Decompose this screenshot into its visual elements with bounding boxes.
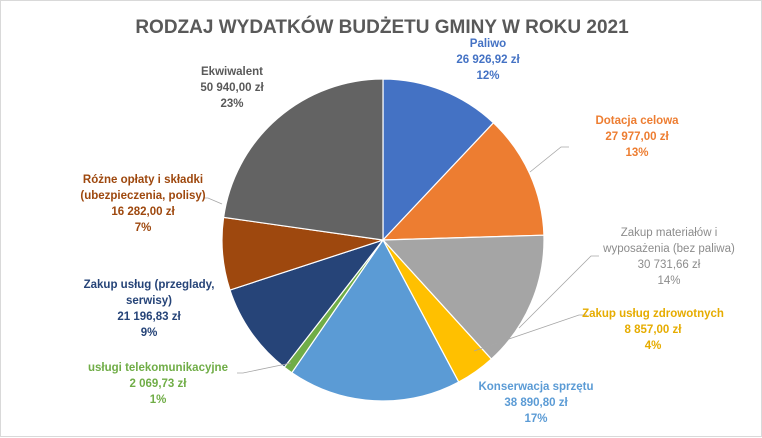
data-label-2-line-1: wyposażenia (bez paliwa) bbox=[602, 243, 735, 255]
data-label-0: Paliwo 26 926,92 zł 12% bbox=[456, 38, 520, 82]
leader-line-2 bbox=[518, 255, 599, 329]
data-label-5: usługi telekomunikacyjne 2 069,73 zł 1% bbox=[88, 362, 228, 406]
data-label-2-line-2: 30 731,66 zł bbox=[638, 259, 701, 271]
data-label-8-line-2: 23% bbox=[220, 98, 243, 110]
data-label-7-line-2: 16 282,00 zł bbox=[111, 206, 175, 218]
data-label-0-line-1: 26 926,92 zł bbox=[456, 54, 520, 66]
data-label-6: Zakup usług (przeglady, serwisy) 21 196,83… bbox=[84, 279, 215, 339]
data-label-7-line-3: 7% bbox=[135, 222, 152, 234]
data-label-5-line-1: 2 069,73 zł bbox=[130, 378, 188, 390]
chart-title: RODZAJ WYDATKÓW BUDŻETU GMINY W ROKU 202… bbox=[135, 16, 629, 38]
data-label-8: Ekwiwalent 50 940,00 zł 23% bbox=[200, 66, 264, 110]
data-labels: Paliwo 26 926,92 zł 12% Dotacja celowa 27 97… bbox=[80, 38, 735, 425]
pie-slice-1 bbox=[381, 121, 545, 241]
pie-slice-4 bbox=[290, 238, 460, 402]
data-label-1-line-0: Dotacja celowa bbox=[595, 115, 679, 127]
data-label-6-line-2: 21 196,83 zł bbox=[117, 311, 181, 323]
data-label-1-line-2: 13% bbox=[625, 147, 648, 159]
data-label-0-line-0: Paliwo bbox=[470, 38, 506, 50]
data-label-8-line-0: Ekwiwalent bbox=[201, 66, 263, 78]
data-label-1: Dotacja celowa 27 977,00 zł 13% bbox=[595, 115, 679, 159]
data-label-2-line-3: 14% bbox=[657, 275, 680, 287]
leader-line-3 bbox=[473, 314, 587, 352]
data-label-4-line-0: Konserwacja sprzętu bbox=[478, 381, 593, 393]
data-label-0-line-2: 12% bbox=[476, 70, 499, 82]
data-label-4: Konserwacja sprzętu 38 890,80 zł 17% bbox=[478, 381, 593, 425]
data-label-3-line-1: 8 857,00 zł bbox=[625, 324, 683, 336]
data-label-4-line-1: 38 890,80 zł bbox=[504, 397, 568, 409]
data-label-6-line-1: serwisy) bbox=[126, 295, 172, 307]
data-label-5-line-2: 1% bbox=[150, 394, 167, 406]
data-label-2: Zakup materiałów i wyposażenia (bez paliw… bbox=[602, 227, 735, 287]
leader-line-5 bbox=[237, 362, 292, 374]
data-label-5-line-0: usługi telekomunikacyjne bbox=[88, 362, 228, 374]
leader-lines bbox=[203, 146, 599, 374]
data-label-4-line-2: 17% bbox=[524, 413, 547, 425]
data-label-6-line-3: 9% bbox=[141, 327, 158, 339]
pie-slice-2 bbox=[381, 234, 545, 360]
data-label-6-line-0: Zakup usług (przeglady, bbox=[84, 279, 215, 291]
leader-line-1 bbox=[529, 146, 569, 173]
leader-line-7 bbox=[203, 197, 223, 205]
data-label-7: Różne opłaty i składki (ubezpieczenia, po… bbox=[80, 174, 205, 234]
data-label-8-line-1: 50 940,00 zł bbox=[200, 82, 264, 94]
data-label-1-line-1: 27 977,00 zł bbox=[605, 131, 669, 143]
data-label-3: Zakup usług zdrowotnych 8 857,00 zł 4% bbox=[582, 308, 724, 352]
data-label-7-line-0: Różne opłaty i składki bbox=[83, 174, 203, 186]
data-label-3-line-0: Zakup usług zdrowotnych bbox=[582, 308, 724, 320]
data-label-2-line-0: Zakup materiałów i bbox=[621, 227, 718, 239]
pie-slice-0 bbox=[382, 78, 495, 242]
data-label-7-line-1: (ubezpieczenia, polisy) bbox=[80, 190, 205, 202]
pie-slices bbox=[221, 78, 545, 402]
data-label-3-line-2: 4% bbox=[645, 340, 662, 352]
pie-slice-8 bbox=[222, 78, 384, 241]
